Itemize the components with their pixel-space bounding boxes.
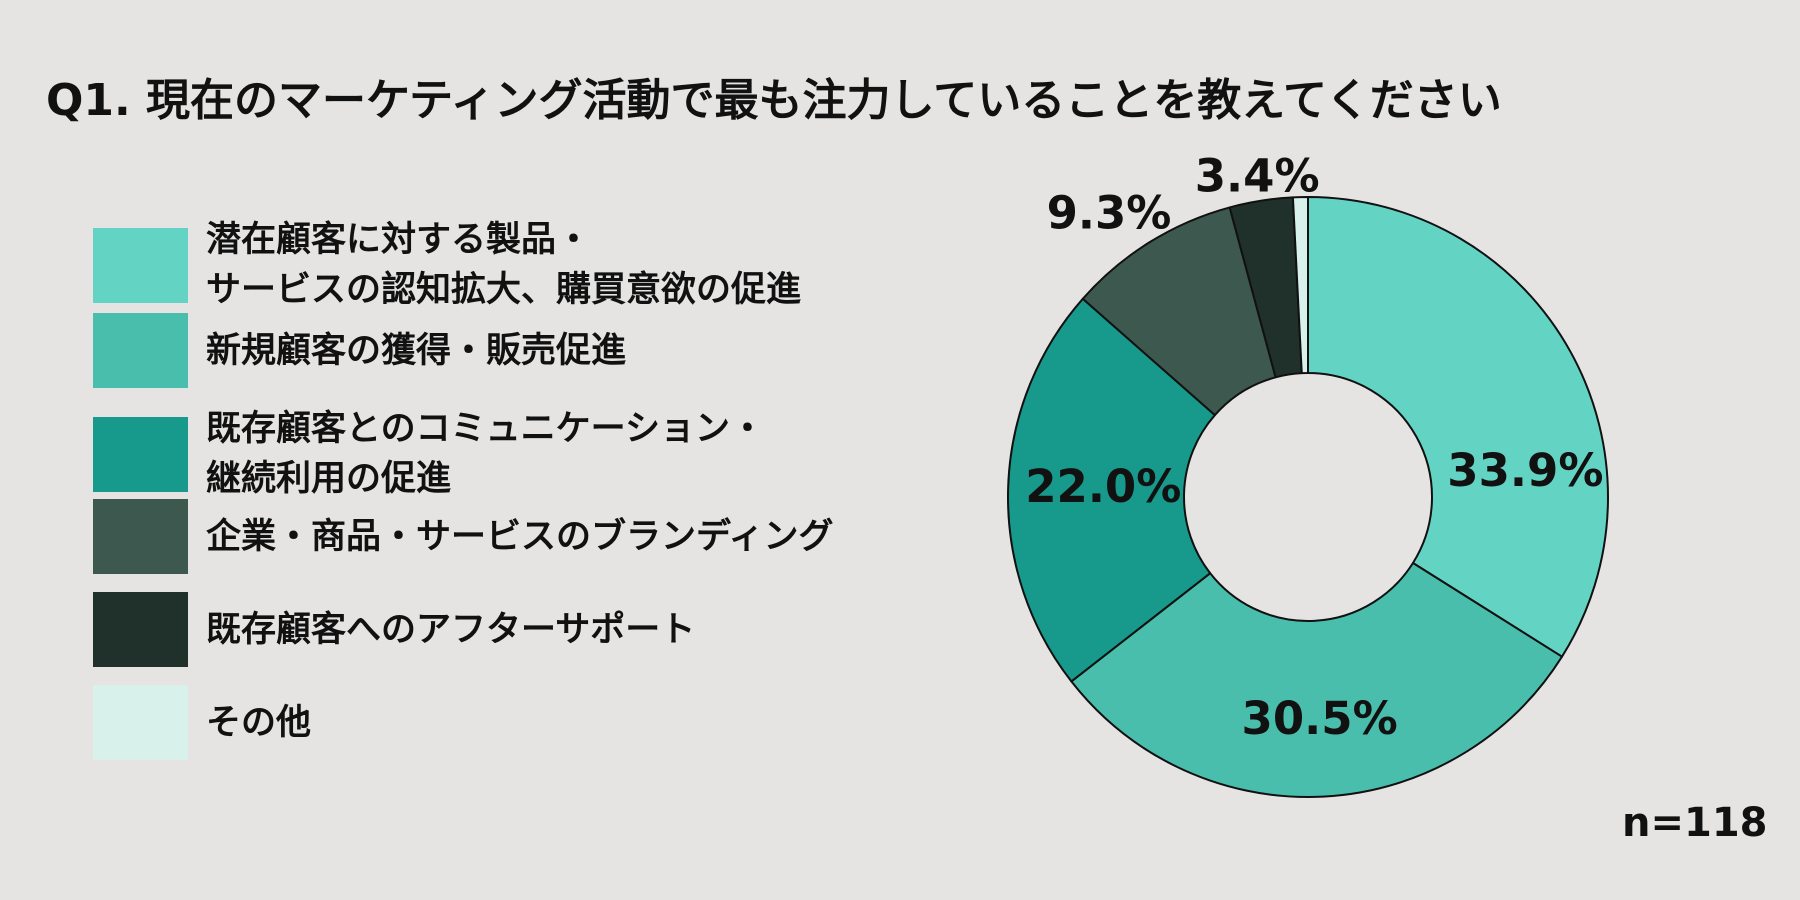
page-title: Q1. 現在のマーケティング活動で最も注力していることを教えてください [46, 75, 1502, 126]
legend-swatch [93, 499, 188, 574]
legend-label-line: 潜在顧客に対する製品・ [206, 220, 592, 260]
legend-swatch [93, 685, 188, 760]
legend-label-line: その他 [206, 702, 312, 743]
legend-item-awareness: 潜在顧客に対する製品・ サービスの認知拡大、購買意欲の促進 [93, 215, 801, 315]
legend-item-other: その他 [93, 685, 311, 760]
legend-swatch [93, 416, 188, 492]
legend-label: 新規顧客の獲得・販売促進 [206, 326, 626, 376]
slice-percent-label: 9.3% [1047, 186, 1172, 239]
legend-item-branding: 企業・商品・サービスのブランディング [93, 499, 834, 574]
legend-item-after-support: 既存顧客へのアフターサポート [93, 592, 695, 667]
legend-label: 潜在顧客に対する製品・ サービスの認知拡大、購買意欲の促進 [206, 215, 801, 315]
legend-label-line: 既存顧客とのコミュニケーション・ [206, 409, 765, 449]
legend-item-new-customers: 新規顧客の獲得・販売促進 [93, 313, 626, 388]
legend-item-existing-communication: 既存顧客とのコミュニケーション・ 継続利用の促進 [93, 404, 765, 504]
legend-label-line: サービスの認知拡大、購買意欲の促進 [206, 270, 802, 310]
legend-label-line: 既存顧客へのアフターサポート [206, 609, 696, 650]
donut-slice [1307, 196, 1609, 658]
slice-percent-label: 33.9% [1447, 444, 1603, 497]
slice-percent-label: 30.5% [1242, 692, 1398, 745]
donut-slice [1007, 297, 1216, 683]
legend-swatch [93, 313, 188, 388]
donut-slice [1081, 206, 1277, 417]
donut-chart-area: 33.9% 30.5% 22.0% 9.3% 3.4% [928, 117, 1688, 877]
sample-size-label: n=118 [1622, 800, 1768, 846]
donut-chart: 33.9% 30.5% 22.0% 9.3% 3.4% [1007, 150, 1609, 798]
legend-swatch [93, 592, 188, 667]
slice-percent-label: 22.0% [1025, 460, 1181, 513]
legend-label-line: 企業・商品・サービスのブランディング [206, 516, 834, 557]
legend-label-line: 継続利用の促進 [206, 459, 452, 499]
donut-slice [1070, 562, 1563, 798]
legend-label: その他 [206, 698, 311, 748]
legend-label: 既存顧客へのアフターサポート [206, 605, 695, 655]
legend-label: 既存顧客とのコミュニケーション・ 継続利用の促進 [206, 404, 765, 504]
slice-percent-label: 3.4% [1195, 150, 1320, 203]
legend-label: 企業・商品・サービスのブランディング [206, 512, 834, 562]
donut-slice [1291, 196, 1309, 375]
legend-swatch [93, 227, 188, 303]
legend-label-line: 新規顧客の獲得・販売促進 [206, 330, 627, 371]
